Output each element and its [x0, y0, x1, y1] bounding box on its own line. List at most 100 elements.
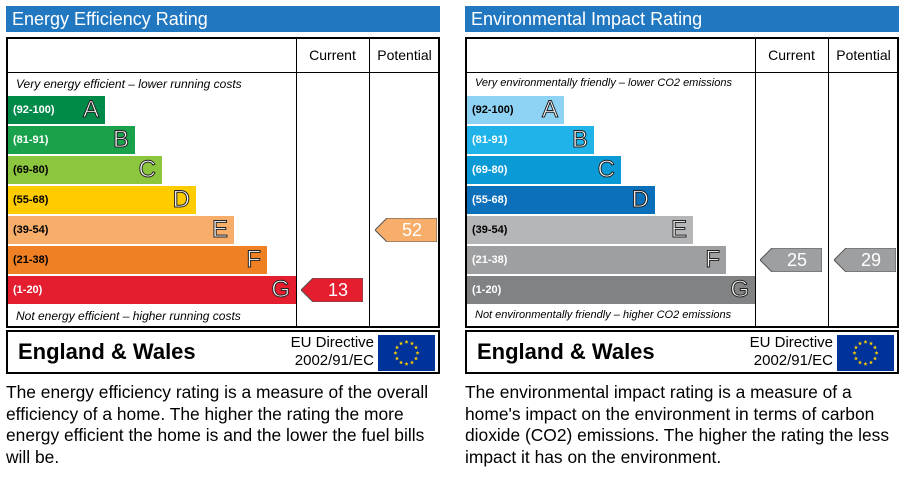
footer-bar: England & Wales EU Directive 2002/91/EC	[465, 330, 899, 374]
directive-line-1: EU Directive	[290, 334, 374, 351]
flag-star	[868, 341, 874, 346]
directive-line-2: 2002/91/EC	[294, 352, 374, 369]
band-range-label: (21-38)	[13, 254, 49, 266]
directive-line-1: EU Directive	[749, 334, 833, 351]
rating-band-c: (69-80) C	[467, 156, 621, 184]
flag-star	[394, 356, 400, 361]
flag-star	[415, 350, 420, 355]
potential-rating-marker: 29	[834, 248, 896, 272]
current-rating-marker: 13	[301, 278, 363, 302]
band-letter: B	[112, 126, 129, 154]
band-letter: C	[138, 156, 156, 184]
rating-description: The energy efficiency rating is a measur…	[6, 382, 429, 467]
chart-title: Environmental Impact Rating	[465, 6, 899, 32]
potential-column-header: Potential	[377, 47, 432, 63]
flag-star	[409, 360, 415, 365]
flag-star	[404, 361, 409, 366]
potential-rating-marker: 52	[375, 218, 437, 242]
flag-star	[857, 341, 863, 346]
rating-band-e: (39-54) E	[467, 216, 693, 244]
current-rating-marker: 25	[760, 248, 822, 272]
band-range-label: (39-54)	[472, 224, 508, 236]
marker-arrow-shape	[375, 218, 437, 242]
chart-title: Energy Efficiency Rating	[6, 6, 440, 32]
column-divider	[828, 39, 829, 326]
flag-star	[868, 360, 874, 365]
column-divider	[369, 39, 370, 326]
marker-arrow-shape	[760, 248, 822, 272]
eu-flag-icon	[837, 335, 894, 371]
top-note: Very environmentally friendly – lower CO…	[475, 77, 732, 89]
top-note: Very energy efficient – lower running co…	[16, 77, 242, 91]
eu-flag-icon	[378, 335, 435, 371]
flag-star	[398, 360, 404, 365]
rating-band-f: (21-38) F	[467, 246, 726, 274]
rating-band-g: (1-20) G	[467, 276, 755, 304]
potential-column-header: Potential	[836, 47, 891, 63]
footer-bar: England & Wales EU Directive 2002/91/EC	[6, 330, 440, 374]
rating-chart: Current Potential Very environmentally f…	[465, 37, 899, 328]
rating-band-a: (92-100) A	[8, 96, 105, 124]
header-divider	[467, 72, 897, 73]
column-divider	[755, 39, 756, 326]
band-letter: C	[597, 156, 615, 184]
flag-star	[413, 345, 419, 350]
flag-star	[872, 356, 878, 361]
flag-star	[863, 339, 868, 344]
band-range-label: (92-100)	[472, 104, 514, 116]
band-range-label: (21-38)	[472, 254, 508, 266]
flag-star	[853, 356, 859, 361]
band-range-label: (69-80)	[472, 164, 508, 176]
band-range-label: (1-20)	[472, 284, 502, 296]
region-label: England & Wales	[18, 339, 196, 364]
header-divider	[8, 72, 438, 73]
rating-description: The environmental impact rating is a mea…	[465, 382, 890, 467]
current-rating-value: 13	[327, 280, 349, 300]
flag-star	[393, 350, 398, 355]
flag-star	[874, 350, 879, 355]
bottom-note: Not energy efficient – higher running co…	[16, 309, 241, 323]
band-letter: E	[670, 216, 687, 244]
region-label: England & Wales	[477, 339, 655, 364]
band-range-label: (1-20)	[13, 284, 43, 296]
rating-band-f: (21-38) F	[8, 246, 267, 274]
flag-star	[413, 356, 419, 361]
rating-band-g: (1-20) G	[8, 276, 296, 304]
flag-star	[857, 360, 863, 365]
band-letter: B	[571, 126, 588, 154]
rating-band-e: (39-54) E	[8, 216, 234, 244]
flag-star	[394, 345, 400, 350]
marker-arrow-shape	[301, 278, 363, 302]
flag-star	[398, 341, 404, 346]
band-letter: F	[246, 246, 262, 274]
directive-line-2: 2002/91/EC	[753, 352, 833, 369]
potential-rating-value: 52	[401, 220, 423, 240]
potential-rating-value: 29	[860, 250, 882, 270]
band-letter: A	[541, 96, 558, 124]
flag-star	[852, 350, 857, 355]
rating-band-d: (55-68) D	[467, 186, 655, 214]
column-divider	[296, 39, 297, 326]
band-range-label: (55-68)	[472, 194, 508, 206]
rating-band-c: (69-80) C	[8, 156, 162, 184]
rating-chart: Current Potential Very energy efficient …	[6, 37, 440, 328]
rating-band-d: (55-68) D	[8, 186, 196, 214]
band-range-label: (55-68)	[13, 194, 49, 206]
rating-band-a: (92-100) A	[467, 96, 564, 124]
flag-star	[404, 339, 409, 344]
band-letter: F	[705, 246, 721, 274]
band-range-label: (81-91)	[13, 134, 49, 146]
bottom-note: Not environmentally friendly – higher CO…	[475, 309, 732, 321]
band-range-label: (81-91)	[472, 134, 508, 146]
band-letter: D	[172, 186, 190, 214]
band-range-label: (69-80)	[13, 164, 49, 176]
band-range-label: (92-100)	[13, 104, 55, 116]
band-letter: D	[631, 186, 649, 214]
flag-star	[863, 361, 868, 366]
current-rating-value: 25	[786, 250, 808, 270]
flag-star	[409, 341, 415, 346]
marker-arrow-shape	[834, 248, 896, 272]
flag-star	[853, 345, 859, 350]
eu-directive-label: EU Directive 2002/91/EC	[750, 334, 833, 370]
rating-band-b: (81-91) B	[8, 126, 135, 154]
